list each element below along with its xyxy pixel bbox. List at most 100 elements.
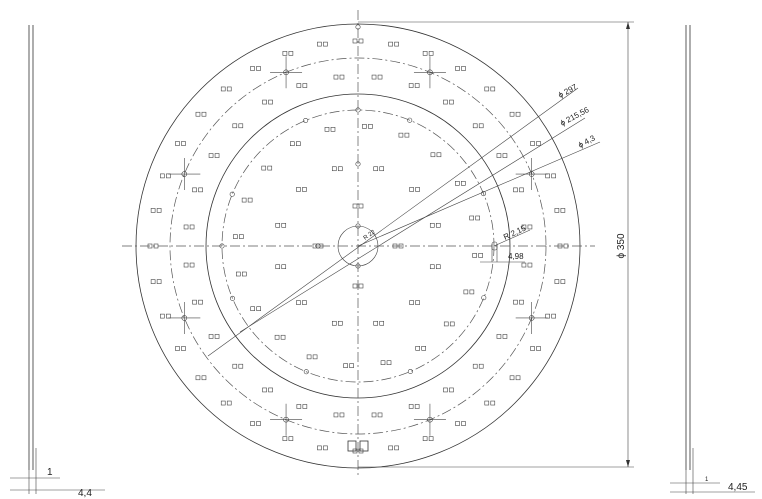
pad bbox=[509, 111, 515, 117]
pad bbox=[232, 123, 238, 129]
pad bbox=[428, 436, 434, 441]
pad bbox=[296, 83, 302, 88]
pad bbox=[472, 253, 477, 258]
pad bbox=[362, 124, 367, 129]
pad bbox=[352, 203, 358, 209]
pad bbox=[421, 346, 426, 351]
pad bbox=[449, 99, 454, 105]
pad bbox=[262, 387, 267, 393]
pad bbox=[358, 283, 364, 289]
dim-label: 4,4 bbox=[78, 488, 92, 499]
pad bbox=[398, 243, 404, 249]
hole bbox=[407, 117, 413, 123]
pad bbox=[455, 181, 460, 186]
pad bbox=[527, 224, 533, 230]
pad bbox=[521, 224, 527, 230]
pad bbox=[156, 208, 162, 213]
pad bbox=[250, 66, 255, 71]
pad bbox=[478, 363, 484, 369]
pad bbox=[449, 387, 454, 393]
pad bbox=[455, 66, 460, 71]
hole bbox=[355, 161, 361, 167]
pad bbox=[515, 111, 521, 117]
pad bbox=[449, 321, 455, 327]
pad bbox=[463, 289, 469, 295]
pad bbox=[201, 375, 207, 381]
pad bbox=[192, 299, 197, 305]
pad bbox=[404, 132, 410, 138]
plate bbox=[122, 10, 595, 475]
pad bbox=[414, 83, 420, 88]
pad bbox=[352, 283, 358, 289]
pad bbox=[380, 360, 386, 365]
pad bbox=[241, 197, 247, 203]
pad bbox=[408, 83, 414, 88]
pad bbox=[296, 300, 301, 305]
pad bbox=[250, 421, 255, 426]
pad bbox=[394, 445, 399, 451]
dim-label: 1 bbox=[47, 467, 53, 478]
pad bbox=[443, 321, 449, 327]
dim-350 bbox=[358, 21, 634, 468]
pad bbox=[226, 86, 232, 92]
pad bbox=[371, 412, 377, 418]
connector bbox=[347, 440, 357, 452]
pad bbox=[545, 313, 550, 319]
pad bbox=[560, 279, 566, 284]
pad bbox=[317, 41, 322, 47]
pad bbox=[461, 66, 466, 71]
pad bbox=[502, 153, 508, 158]
pad bbox=[302, 300, 307, 305]
pad bbox=[343, 363, 348, 368]
pad bbox=[509, 375, 515, 381]
pad bbox=[349, 363, 354, 368]
hole bbox=[355, 223, 361, 229]
pad bbox=[551, 173, 556, 179]
dim-label: ϕ 350 bbox=[616, 233, 627, 259]
hole bbox=[229, 191, 235, 197]
pad bbox=[183, 224, 189, 230]
pad bbox=[339, 412, 345, 418]
dim-label: ϕ 4,3 bbox=[577, 133, 597, 150]
pad bbox=[394, 41, 399, 47]
pad bbox=[429, 222, 435, 228]
pad bbox=[461, 181, 466, 186]
pad bbox=[214, 334, 220, 339]
pad bbox=[436, 152, 442, 158]
pad bbox=[415, 187, 420, 192]
hole bbox=[355, 263, 361, 269]
pad bbox=[281, 222, 287, 228]
pad bbox=[409, 187, 414, 192]
dim-label: R 2,15 bbox=[502, 223, 528, 241]
pad bbox=[323, 445, 328, 451]
pad bbox=[233, 234, 238, 239]
pad bbox=[554, 208, 560, 213]
pad bbox=[236, 271, 241, 277]
hole bbox=[481, 295, 487, 301]
pad bbox=[331, 166, 337, 172]
pad bbox=[181, 346, 186, 351]
pad bbox=[302, 83, 308, 88]
dim-label: R 22 bbox=[363, 229, 377, 242]
pad bbox=[521, 262, 527, 268]
hole bbox=[315, 243, 321, 249]
pad bbox=[302, 187, 307, 192]
pad bbox=[232, 363, 238, 369]
pad bbox=[478, 123, 484, 129]
pad bbox=[358, 38, 364, 44]
pad bbox=[238, 363, 244, 369]
pad bbox=[288, 436, 294, 441]
pad bbox=[226, 400, 232, 406]
pad bbox=[472, 363, 478, 369]
leaders bbox=[207, 87, 601, 357]
pad bbox=[333, 412, 339, 418]
pad bbox=[530, 346, 535, 351]
pad bbox=[323, 41, 328, 47]
pad bbox=[371, 74, 377, 80]
pad bbox=[160, 173, 165, 179]
pad bbox=[239, 234, 244, 239]
pad bbox=[337, 166, 343, 172]
pad bbox=[153, 243, 159, 249]
pad bbox=[443, 99, 448, 105]
hole bbox=[407, 369, 413, 375]
